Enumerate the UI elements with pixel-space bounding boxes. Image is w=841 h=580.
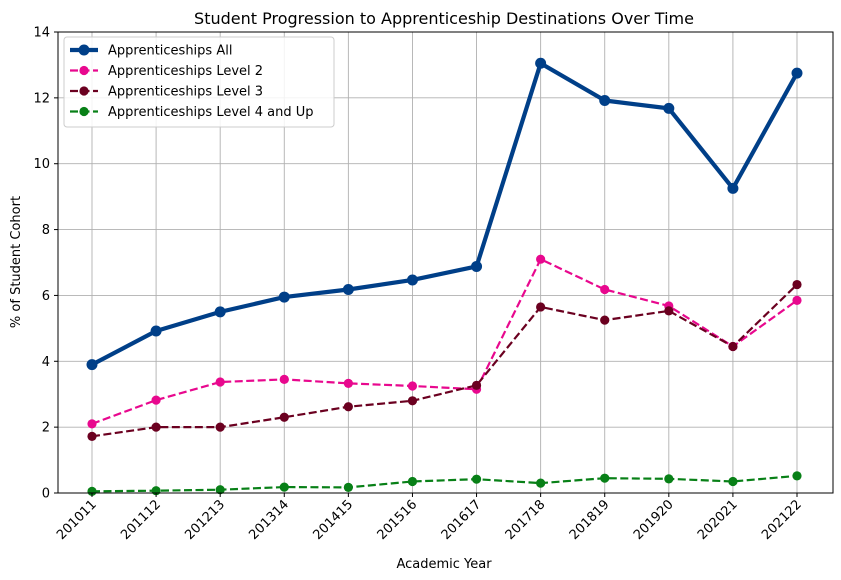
- y-tick-label: 12: [33, 91, 50, 106]
- data-point: [535, 57, 547, 69]
- legend-item: Apprenticeships Level 4 and Up: [70, 105, 314, 120]
- x-tick-label: 201112: [118, 497, 164, 543]
- legend-label: Apprenticeships Level 4 and Up: [108, 105, 314, 120]
- series-apprenticeships-level-4-and-up: [87, 471, 802, 496]
- data-point: [214, 306, 226, 318]
- x-axis-title: Academic Year: [396, 557, 492, 572]
- data-point: [471, 260, 483, 272]
- x-tick-label: 201920: [631, 497, 677, 543]
- data-point: [151, 395, 161, 405]
- y-tick-label: 4: [42, 355, 50, 370]
- data-point: [471, 380, 482, 390]
- legend-item: Apprenticeships Level 3: [70, 85, 263, 100]
- data-point: [727, 182, 739, 194]
- series-line: [91, 61, 799, 367]
- data-point: [792, 471, 802, 481]
- data-point: [215, 377, 225, 387]
- data-point: [279, 412, 289, 422]
- legend-swatch-marker: [79, 86, 89, 96]
- data-point: [663, 102, 675, 114]
- data-point: [536, 478, 546, 488]
- x-axis-ticks: 201011 201112 201213 201314 201415 201516 2016…: [54, 493, 805, 543]
- series-apprenticeships-all: [86, 57, 803, 371]
- y-tick-label: 8: [42, 223, 50, 238]
- data-point: [87, 419, 97, 429]
- x-tick-label: 201819: [567, 497, 613, 543]
- x-tick-label: 201617: [439, 497, 485, 543]
- data-point: [536, 254, 546, 264]
- series-line: [91, 283, 798, 438]
- data-point: [791, 67, 803, 79]
- x-tick-label: 201314: [246, 497, 292, 543]
- legend-item: Apprenticeships All: [70, 44, 232, 59]
- series-area: [86, 57, 803, 496]
- data-point: [150, 325, 162, 337]
- x-tick-label: 202122: [759, 497, 805, 543]
- data-point: [664, 306, 674, 316]
- data-point: [279, 482, 289, 492]
- y-tick-label: 2: [42, 421, 50, 436]
- data-point: [407, 381, 418, 391]
- x-tick-label: 201516: [375, 497, 421, 543]
- data-point: [86, 359, 98, 371]
- y-axis-title: % of Student Cohort: [9, 196, 24, 328]
- data-point: [215, 485, 225, 495]
- y-tick-label: 14: [33, 26, 50, 41]
- legend-label: Apprenticeships All: [108, 44, 232, 59]
- legend-box: [63, 36, 335, 128]
- data-point: [87, 431, 97, 441]
- legend-swatch-marker: [79, 106, 89, 117]
- y-tick-label: 6: [42, 289, 50, 304]
- legend-label: Apprenticeships Level 3: [108, 85, 263, 100]
- data-point: [792, 295, 802, 305]
- data-point: [664, 474, 674, 484]
- data-point: [343, 378, 353, 388]
- legend-label: Apprenticeships Level 2: [108, 64, 263, 79]
- data-point: [87, 486, 97, 496]
- y-tick-label: 0: [42, 487, 50, 502]
- data-point: [728, 341, 738, 352]
- legend-swatch-marker: [78, 44, 90, 56]
- data-point: [471, 474, 482, 484]
- series-line: [91, 258, 798, 425]
- data-point: [600, 473, 610, 483]
- series-apprenticeships-level-2: [87, 254, 802, 429]
- data-point: [343, 402, 353, 412]
- data-point: [406, 274, 418, 286]
- y-tick-label: 10: [33, 157, 50, 172]
- data-point: [151, 422, 161, 432]
- data-point: [407, 476, 418, 487]
- y-axis-ticks: 0 2 4 6 8 10 12 14: [33, 26, 58, 502]
- data-point: [599, 94, 611, 106]
- chart-title: Student Progression to Apprenticeship De…: [194, 9, 694, 28]
- data-point: [600, 315, 610, 325]
- data-point: [536, 302, 546, 312]
- data-point: [279, 374, 289, 384]
- x-tick-label: 201415: [310, 497, 356, 543]
- series-apprenticeships-level-3: [87, 279, 802, 441]
- data-point: [278, 291, 290, 303]
- data-point: [792, 279, 802, 290]
- x-tick-label: 201011: [54, 497, 100, 543]
- series-line: [91, 474, 798, 493]
- plot-frame: [57, 31, 834, 494]
- x-tick-label: 202021: [695, 497, 741, 543]
- legend-swatch-marker: [79, 65, 89, 76]
- legend: Apprenticeships All Apprenticeships Level…: [63, 36, 335, 128]
- data-point: [343, 482, 353, 493]
- data-point: [215, 422, 225, 432]
- x-tick-label: 201718: [503, 497, 549, 543]
- data-point: [407, 396, 418, 406]
- data-point: [728, 476, 738, 487]
- data-point: [600, 284, 610, 295]
- x-tick-label: 201213: [182, 497, 228, 543]
- legend-item: Apprenticeships Level 2: [70, 64, 263, 79]
- data-point: [342, 284, 354, 296]
